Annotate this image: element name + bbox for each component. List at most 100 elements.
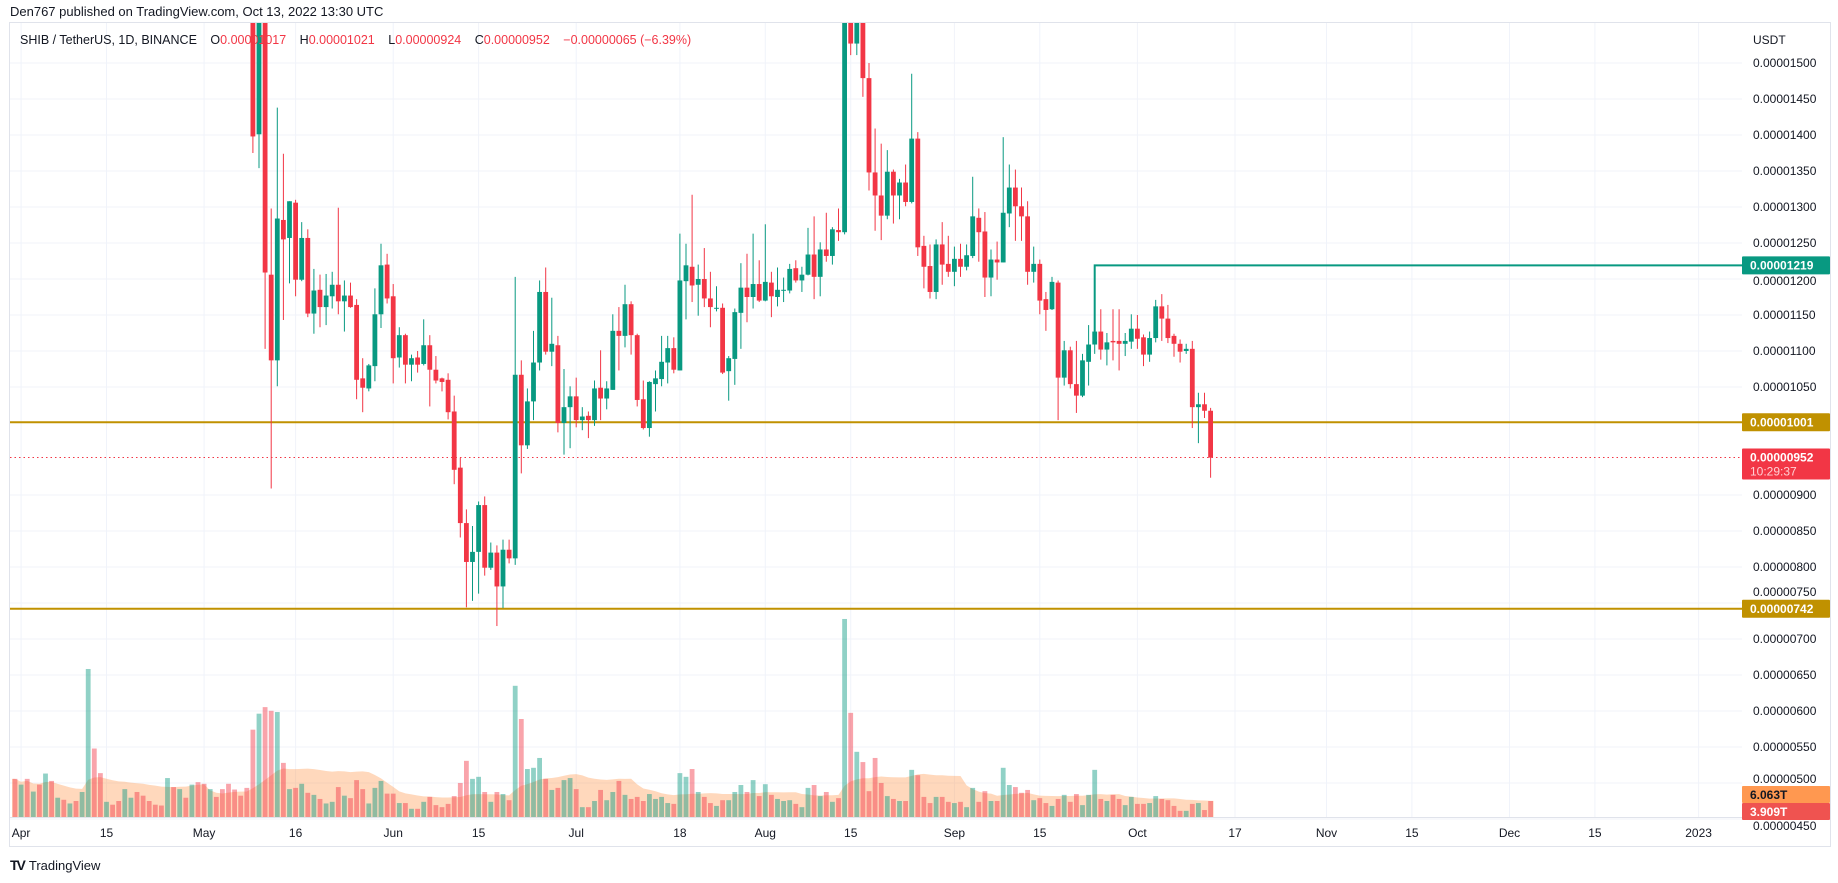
volume-bar	[1189, 803, 1195, 817]
volume-bar	[976, 801, 982, 817]
candle	[659, 335, 664, 387]
candle-body	[720, 307, 725, 373]
volume-bar	[665, 803, 671, 817]
candle-body	[317, 289, 323, 308]
price-tick-label: 0.00001350	[1753, 164, 1817, 178]
candle-body	[1208, 410, 1213, 458]
candle-body	[323, 295, 329, 308]
candle	[689, 194, 695, 303]
candle	[403, 333, 408, 384]
candle	[762, 224, 768, 302]
volume-bar	[1183, 810, 1189, 817]
volume-bar	[640, 801, 646, 817]
volume-bar	[457, 782, 463, 817]
volume-bar	[1043, 803, 1049, 817]
trend-level-line[interactable]	[1093, 264, 1742, 332]
candle-body	[457, 467, 463, 524]
candle-body	[799, 274, 805, 281]
time-tick-label: Nov	[1316, 826, 1337, 840]
candle-body	[518, 374, 524, 446]
candle	[842, 23, 847, 235]
candle	[366, 363, 372, 392]
candle	[640, 380, 646, 430]
volume-bar	[866, 791, 872, 817]
volume-bar	[921, 796, 927, 817]
volume-bar	[982, 791, 988, 817]
volume-bar	[323, 803, 329, 817]
time-tick-label: 17	[1228, 826, 1242, 840]
candle-body	[659, 361, 664, 380]
candle	[988, 249, 994, 297]
volume-bar	[683, 776, 689, 817]
volume-bar	[1006, 785, 1012, 817]
volume-bar	[274, 712, 280, 817]
candle	[604, 381, 610, 410]
candle-body	[1080, 360, 1085, 396]
price-tick-label: 0.00001450	[1753, 92, 1817, 106]
volume-bar	[305, 792, 311, 817]
volume-bar	[37, 784, 42, 817]
time-tick-label: 2023	[1685, 826, 1712, 840]
candle-body	[1116, 340, 1122, 344]
time-tick-label: Sep	[944, 826, 966, 840]
volume-bar	[360, 789, 366, 817]
volume-bar	[171, 787, 176, 817]
candle	[457, 457, 463, 538]
volume-bar	[1122, 805, 1128, 817]
grid	[10, 23, 1742, 820]
candle	[1098, 309, 1104, 360]
symbol-legend: SHIB / TetherUS, 1D, BINANCE O0.00001017…	[20, 33, 701, 47]
price-axis[interactable]: 0.00001500 0.00001450 0.00001400 0.00001350…	[1753, 33, 1817, 833]
candle-body	[427, 345, 433, 370]
volume-bar	[91, 748, 97, 817]
candle-body	[701, 279, 707, 299]
candle	[830, 227, 835, 265]
volume-bar	[1019, 792, 1024, 817]
volume-bar	[67, 803, 73, 817]
volume-bar	[366, 803, 372, 817]
volume-bar	[958, 801, 963, 817]
volume-bar	[165, 778, 170, 817]
candle-body	[805, 254, 811, 275]
time-axis[interactable]: Apr 15 May 16 Jun 15 Jul 18 Aug 15 Sep 15 Oct 17 Nov 15…	[12, 826, 1713, 840]
candle-body	[671, 348, 677, 370]
candle	[714, 286, 719, 312]
candle-body	[470, 551, 475, 562]
candle-body	[732, 312, 738, 359]
candle	[933, 239, 939, 300]
candle-body	[1141, 337, 1146, 355]
candle-body	[952, 258, 957, 272]
volume-bar	[610, 791, 616, 817]
candle-body	[1000, 212, 1006, 263]
volume-bar	[750, 780, 756, 817]
volume-bar	[1080, 805, 1085, 817]
candle	[793, 260, 799, 283]
volume-bar	[848, 712, 854, 817]
volume-bar	[207, 789, 213, 817]
volume-bar	[689, 769, 695, 817]
price-tick-label: 0.00001400	[1753, 128, 1817, 142]
candle-body	[708, 298, 713, 308]
candle-body	[677, 280, 683, 371]
volume-bar	[226, 783, 231, 817]
candle	[634, 333, 640, 407]
volume-bar	[43, 773, 48, 817]
volume-pane	[12, 618, 1214, 817]
volume-bar	[372, 787, 378, 817]
volume-bar	[116, 801, 122, 817]
volume-bar	[159, 805, 164, 817]
candle-body	[403, 335, 408, 365]
volume-bar	[555, 787, 561, 817]
candle	[738, 263, 744, 349]
candle-body	[293, 202, 298, 280]
level-lines[interactable]	[10, 264, 1742, 610]
candle-body	[378, 265, 384, 315]
level-price-badge-bg	[1742, 413, 1830, 432]
candle	[708, 271, 713, 328]
candle-body	[897, 182, 902, 196]
price-tick-label: 0.00000850	[1753, 524, 1817, 538]
candle	[415, 351, 420, 373]
candle-body	[1135, 328, 1140, 339]
candle-body	[439, 378, 445, 382]
